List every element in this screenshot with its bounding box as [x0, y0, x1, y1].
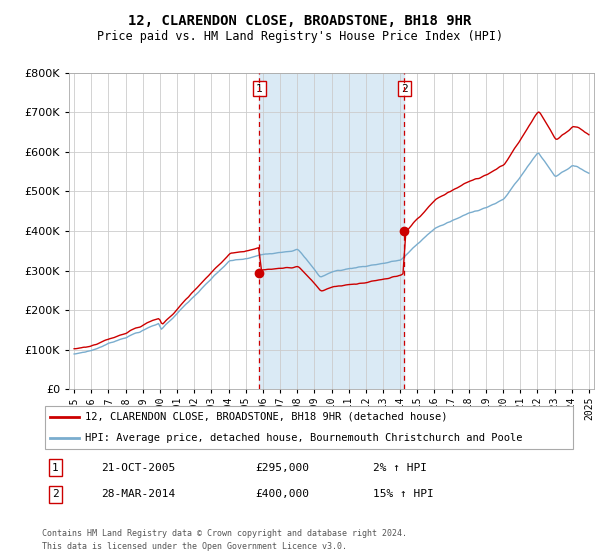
Text: HPI: Average price, detached house, Bournemouth Christchurch and Poole: HPI: Average price, detached house, Bour…: [85, 433, 522, 444]
Text: 15% ↑ HPI: 15% ↑ HPI: [373, 489, 434, 499]
Text: Price paid vs. HM Land Registry's House Price Index (HPI): Price paid vs. HM Land Registry's House …: [97, 30, 503, 43]
Bar: [259, 73, 404, 389]
Text: 2% ↑ HPI: 2% ↑ HPI: [373, 463, 427, 473]
Text: 12, CLARENDON CLOSE, BROADSTONE, BH18 9HR (detached house): 12, CLARENDON CLOSE, BROADSTONE, BH18 9H…: [85, 412, 447, 422]
Text: 2: 2: [52, 489, 59, 499]
Text: 12, CLARENDON CLOSE, BROADSTONE, BH18 9HR: 12, CLARENDON CLOSE, BROADSTONE, BH18 9H…: [128, 14, 472, 28]
Text: £400,000: £400,000: [256, 489, 310, 499]
Text: This data is licensed under the Open Government Licence v3.0.: This data is licensed under the Open Gov…: [42, 542, 347, 551]
Text: 2: 2: [401, 83, 408, 94]
Text: 28-MAR-2014: 28-MAR-2014: [101, 489, 175, 499]
Text: 1: 1: [256, 83, 263, 94]
Text: 21-OCT-2005: 21-OCT-2005: [101, 463, 175, 473]
Text: Contains HM Land Registry data © Crown copyright and database right 2024.: Contains HM Land Registry data © Crown c…: [42, 529, 407, 538]
Text: 1: 1: [52, 463, 59, 473]
Text: £295,000: £295,000: [256, 463, 310, 473]
FancyBboxPatch shape: [44, 406, 574, 449]
